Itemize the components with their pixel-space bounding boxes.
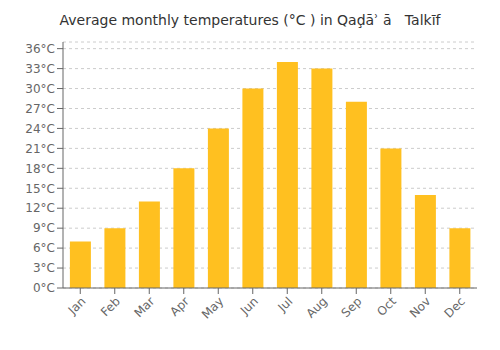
svg-text:Sep: Sep [338, 294, 364, 320]
svg-text:18°C: 18°C [25, 162, 55, 176]
svg-text:Feb: Feb [98, 294, 123, 319]
svg-text:6°C: 6°C [33, 241, 55, 255]
svg-text:9°C: 9°C [33, 221, 55, 235]
svg-text:Aug: Aug [303, 294, 329, 320]
svg-text:Jun: Jun [237, 294, 261, 318]
svg-text:21°C: 21°C [25, 142, 55, 156]
svg-text:30°C: 30°C [25, 82, 55, 96]
svg-text:Jan: Jan [65, 294, 89, 318]
svg-text:Jul: Jul [275, 294, 296, 315]
svg-text:12°C: 12°C [25, 201, 55, 215]
svg-text:33°C: 33°C [25, 62, 55, 76]
svg-text:May: May [199, 294, 226, 321]
svg-text:15°C: 15°C [25, 182, 55, 196]
svg-text:Dec: Dec [442, 294, 468, 320]
svg-text:Mar: Mar [131, 294, 157, 320]
svg-text:Apr: Apr [167, 294, 192, 319]
html-text:Average monthly temperatures (: Average monthly temperatures (°C ) in Qa… [59, 12, 441, 28]
svg-text:3°C: 3°C [33, 261, 55, 275]
svg-text:Nov: Nov [407, 294, 433, 320]
svg-text:27°C: 27°C [25, 102, 55, 116]
svg-text:Oct: Oct [374, 294, 399, 319]
svg-text:24°C: 24°C [25, 122, 55, 136]
svg-text:0°C: 0°C [33, 281, 55, 295]
svg-text:36°C: 36°C [25, 42, 55, 56]
